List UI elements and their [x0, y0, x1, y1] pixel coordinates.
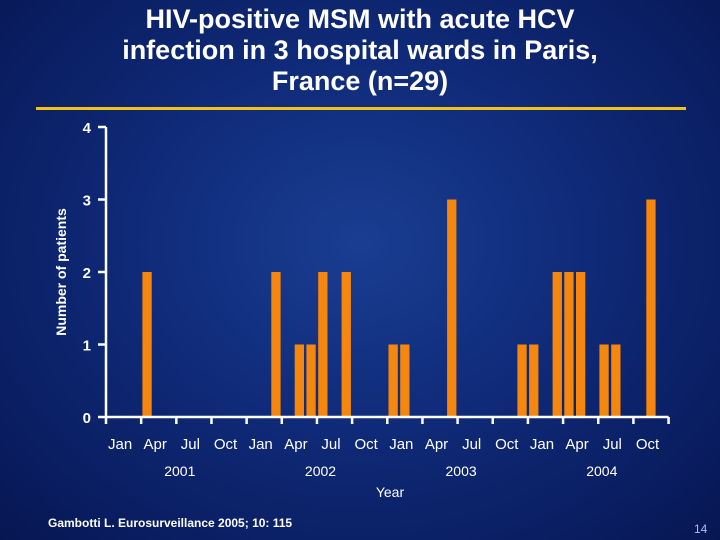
year-label: 2003	[446, 463, 477, 479]
x-tick-label: Jan	[249, 436, 273, 453]
y-tick-label: 3	[83, 193, 91, 210]
bar	[318, 272, 328, 417]
x-tick-label: Jan	[389, 436, 413, 453]
x-tick-label: Oct	[495, 436, 519, 453]
x-tick-label: Oct	[214, 436, 238, 453]
source-citation: Gambotti L. Eurosurveillance 2005; 10: 1…	[48, 516, 293, 530]
x-axis-title: Year	[376, 484, 405, 500]
x-tick-label: Jan	[530, 436, 554, 453]
x-tick-label: Oct	[636, 436, 660, 453]
title-divider	[36, 107, 686, 110]
bar	[271, 272, 281, 417]
bar	[564, 272, 574, 417]
x-tick-label: Jul	[321, 436, 340, 453]
title-line: France (n=29)	[271, 66, 449, 96]
year-label: 2002	[305, 463, 336, 479]
page-number: 14	[694, 522, 708, 536]
x-tick-label: Jan	[108, 436, 132, 453]
bar	[552, 272, 562, 417]
bar	[388, 344, 398, 417]
x-tick-label: Jul	[603, 436, 622, 453]
bar	[400, 344, 410, 417]
y-tick-label: 2	[83, 265, 91, 282]
title-line: HIV-positive MSM with acute HCV	[145, 4, 575, 34]
x-tick-label: Jul	[181, 436, 200, 453]
bar	[646, 199, 656, 417]
y-axis-title: Number of patients	[53, 208, 69, 336]
y-tick-label: 0	[83, 410, 91, 427]
bar	[529, 344, 539, 417]
bar	[599, 344, 609, 417]
bar	[341, 272, 351, 417]
bar	[576, 272, 586, 417]
year-label: 2004	[586, 463, 617, 479]
bar	[306, 344, 316, 417]
bar	[447, 199, 457, 417]
x-tick-label: Apr	[425, 436, 448, 453]
y-tick-label: 4	[83, 120, 92, 137]
bar	[611, 344, 621, 417]
x-tick-label: Apr	[144, 436, 167, 453]
x-tick-label: Jul	[462, 436, 481, 453]
year-label: 2001	[164, 463, 195, 479]
x-tick-label: Oct	[355, 436, 379, 453]
title-line: infection in 3 hospital wards in Paris,	[122, 35, 598, 65]
bar	[142, 272, 152, 417]
x-tick-label: Apr	[565, 436, 588, 453]
bar	[294, 344, 304, 417]
y-tick-label: 1	[83, 338, 91, 355]
bar	[517, 344, 527, 417]
chart-title: HIV-positive MSM with acute HCV infectio…	[30, 4, 690, 97]
x-tick-label: Apr	[284, 436, 307, 453]
